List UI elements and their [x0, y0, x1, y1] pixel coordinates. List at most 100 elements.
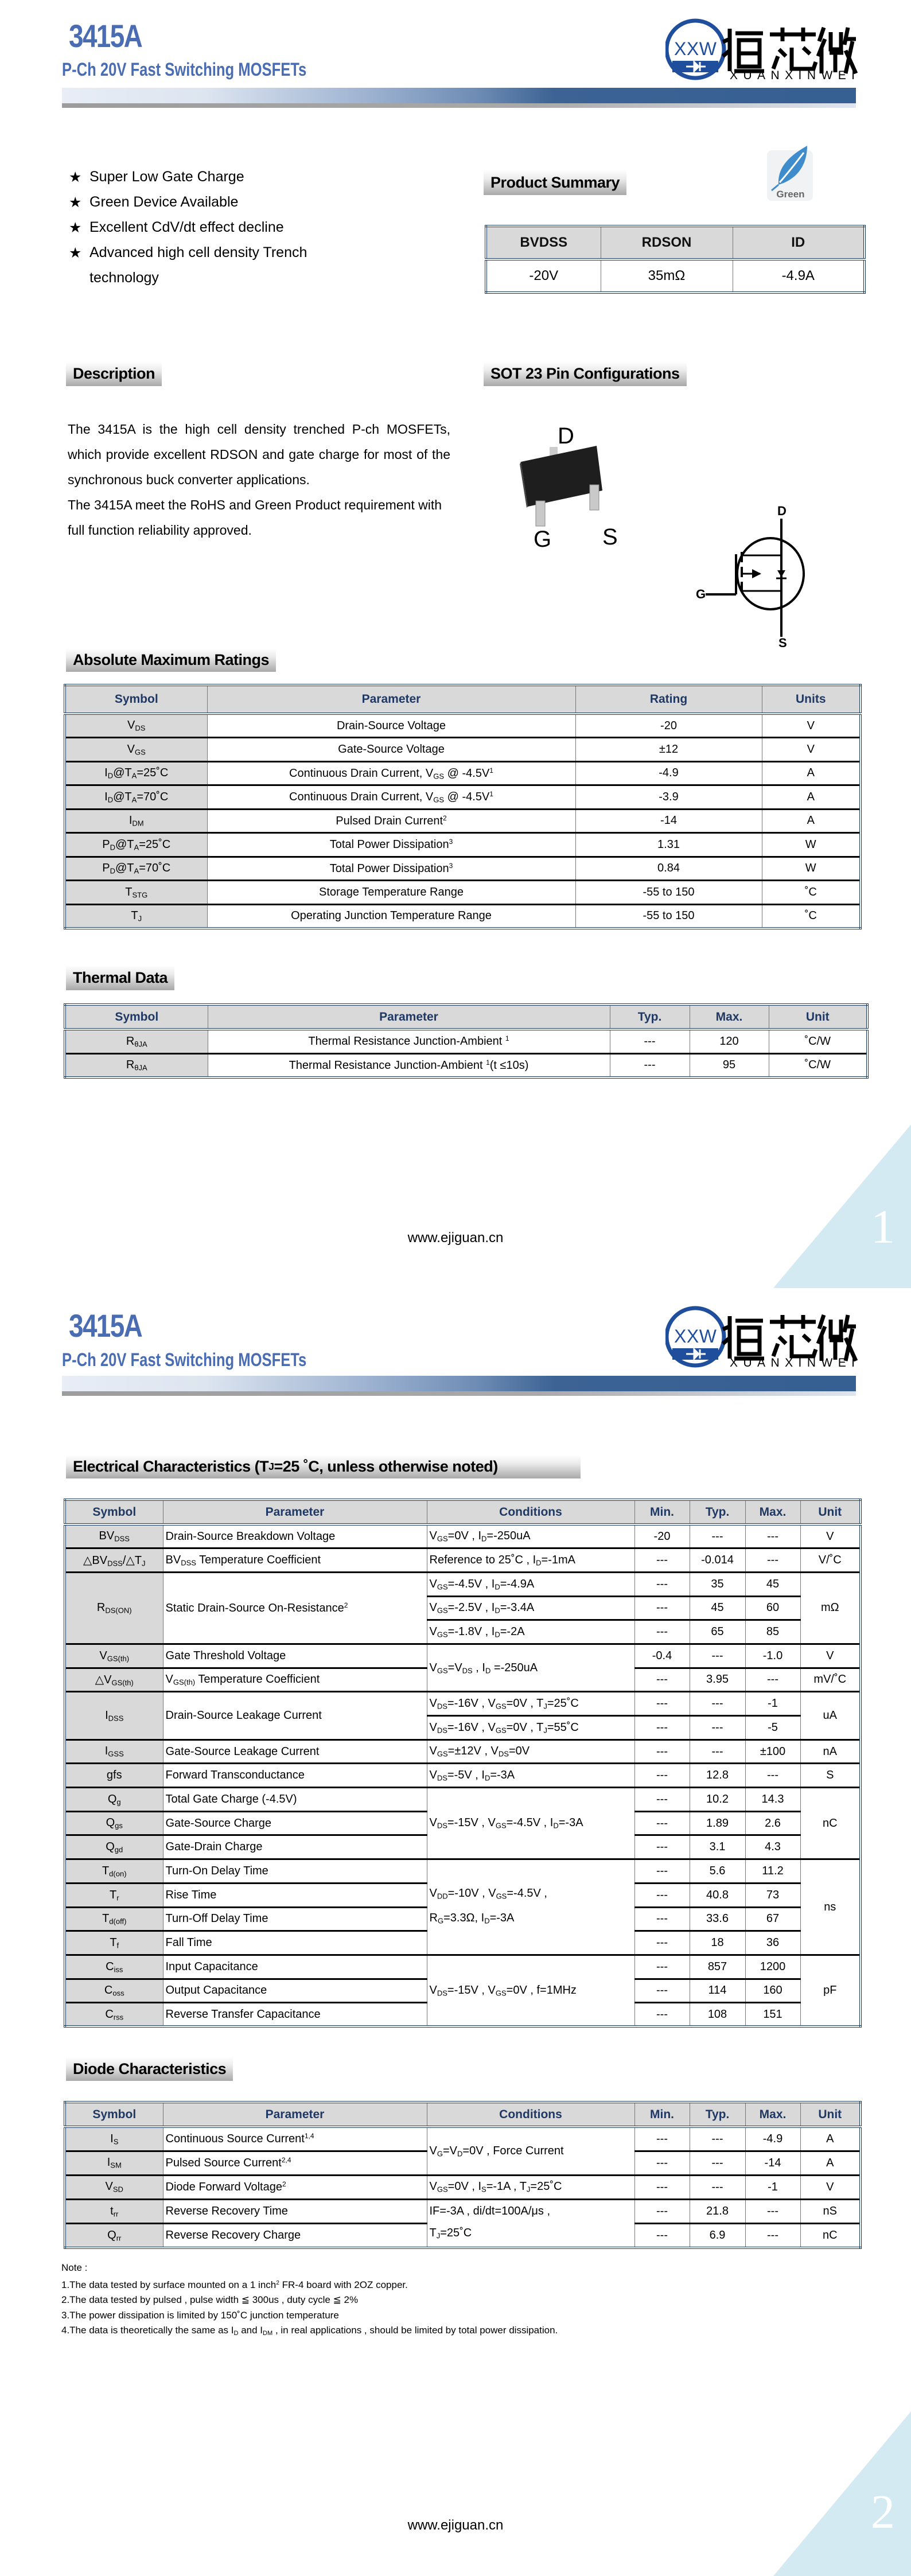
table-row: TJ Operating Junction Temperature Range -5… — [64, 904, 861, 928]
cell-text: gfs — [106, 1769, 122, 1782]
table-cell: --- — [634, 1883, 690, 1908]
symbol-cell: Tr — [64, 1883, 163, 1908]
table-cell: Reverse Transfer Capacitance — [162, 2002, 427, 2027]
table-cell: nC — [800, 2223, 861, 2248]
table-cell: ˚C — [761, 880, 861, 905]
cell-text: V — [429, 1601, 437, 1614]
table-cell: V — [800, 1644, 861, 1669]
cell-text: V — [429, 2144, 437, 2157]
absolute-maximum-ratings-table: Symbol Parameter Rating Units VDS Drain-Sourc… — [64, 684, 862, 929]
cell-text: GS(th) — [173, 1678, 196, 1687]
cell-text: Drain-Source Breakdown Voltage — [165, 1530, 336, 1543]
cell-text: V — [826, 2180, 834, 2193]
cell-text: 3 — [449, 838, 453, 846]
table-cell: mV/˚C — [800, 1668, 861, 1693]
cell-text: ±100 — [760, 1745, 786, 1758]
table-cell: --- — [689, 1740, 746, 1765]
cell-text: 65 — [711, 1625, 724, 1639]
table-cell: Pulsed Source Current2,4 — [162, 2151, 427, 2176]
cell-text: Reverse Recovery Charge — [165, 2228, 301, 2242]
cell-text: --- — [656, 1745, 668, 1758]
cell-text: GS — [495, 1702, 507, 1711]
cell-text: -1 — [768, 2180, 778, 2193]
table-cell: Total Gate Charge (-4.5V) — [162, 1787, 427, 1812]
table-cell: 45 — [745, 1572, 801, 1597]
table-cell: --- — [634, 2151, 690, 2176]
table-cell: Gate-Source Voltage — [207, 737, 576, 762]
cell-text: --- — [711, 2132, 723, 2145]
schematic-d-label: D — [777, 504, 787, 518]
cell-text: DS — [462, 1666, 473, 1675]
symbol-cell: Qrr — [64, 2223, 163, 2248]
header-bar — [62, 1376, 856, 1391]
table-cell: 21.8 — [689, 2199, 746, 2224]
table-cell: 1.31 — [575, 832, 762, 858]
cell-text: 2 — [276, 2279, 279, 2286]
cell-text: =-1mA — [541, 1553, 576, 1566]
cell-text: I — [104, 1745, 108, 1758]
cell-text: =-15V , V — [447, 1984, 496, 1997]
table-row: △BVDSS/△TJ BVDSS Temperature Coefficient R… — [64, 1548, 861, 1573]
cell-text: 1.31 — [657, 838, 680, 851]
cell-text: Gate-Source Charge — [165, 1816, 272, 1830]
cell-text: --- — [767, 1673, 778, 1686]
table-cell: Pulsed Drain Current2 — [207, 809, 576, 834]
table-cell: VGS=-4.5V , ID=-4.9A — [426, 1572, 635, 1597]
cell-text: =0V , T — [506, 1697, 544, 1710]
table-cell: 45 — [689, 1596, 746, 1621]
table-cell: 108 — [689, 2002, 746, 2027]
table-row: Td(on) Turn-On Delay Time VDD=-10V , VGS=-… — [64, 1859, 861, 1956]
symbol-cell: trr — [64, 2199, 163, 2224]
cell-text: ˚C/W — [804, 1059, 831, 1072]
cell-text: =-4.5V , — [507, 1886, 547, 1900]
cell-text: --- — [656, 2007, 668, 2021]
cell-text: =0V , Force Current — [462, 2144, 564, 2157]
schematic-g-label: G — [696, 587, 706, 601]
cell-text: GS — [437, 2185, 448, 2194]
description-paragraph: The 3415A meet the RoHS and Green Produc… — [68, 497, 442, 538]
table-cell: --- — [634, 1835, 690, 1861]
column-header: Typ. — [609, 1005, 690, 1030]
cell-text: V — [105, 2180, 113, 2193]
table-cell: Reverse Recovery Charge — [162, 2223, 427, 2248]
cell-text: GS — [433, 771, 445, 780]
cell-text: =-3.4A — [500, 1601, 535, 1614]
green-leaf-icon: Green — [754, 145, 826, 202]
table-cell: VDS=-15V , VGS=0V , f=1MHz — [426, 1955, 635, 2028]
cell-text: T — [102, 1912, 110, 1925]
table-cell: A — [800, 2127, 861, 2152]
cell-text: Reference to 25˚C , I — [429, 1553, 536, 1566]
cell-text: rr — [113, 2209, 119, 2218]
table-cell: W — [761, 857, 861, 881]
column-header: Parameter — [162, 1500, 427, 1526]
cell-text: -1.0 — [762, 1649, 783, 1662]
cell-text: Reverse Transfer Capacitance — [165, 2007, 321, 2021]
column-header: Units — [761, 685, 861, 715]
cell-text: J — [543, 1702, 547, 1711]
diode-heading: Diode Characteristics — [66, 2057, 233, 2081]
cell-text: R — [429, 1912, 438, 1924]
table-cell: -55 to 150 — [575, 904, 762, 928]
cell-text: gs — [115, 1821, 123, 1830]
cell-text: D — [107, 795, 114, 804]
cell-text: Operating Junction Temperature Range — [291, 909, 492, 922]
cell-text: =70˚C — [139, 862, 171, 875]
cell-text: --- — [644, 1059, 656, 1072]
cell-text: GS — [437, 1666, 448, 1675]
table-row: VDS=-16V , VGS=0V , TJ=55˚C --- --- -5 — [65, 1715, 861, 1741]
cell-text: f — [116, 1941, 119, 1950]
cell-text: 3.1 — [709, 1840, 726, 1854]
cell-text: Q — [106, 1816, 115, 1830]
logo-chinese-glyphs — [721, 26, 858, 75]
cell-text: Gate-Source Voltage — [338, 742, 445, 756]
table-row: RDS(ON) Static Drain-Source On-Resistance… — [64, 1572, 861, 1645]
symbol-cell: Crss — [64, 2002, 163, 2027]
symbol-cell: BVDSS — [64, 1524, 163, 1550]
cell-text: V — [429, 1984, 437, 1997]
cell-text: ˚C/W — [804, 1034, 831, 1048]
table-cell: VGS=VDS , ID =-250uA — [426, 1644, 635, 1693]
table-cell: 160 — [745, 1979, 801, 2004]
cell-text: D — [485, 1666, 491, 1675]
table-cell: Continuous Source Current1,4 — [162, 2127, 427, 2152]
cell-text: D — [233, 2329, 239, 2337]
